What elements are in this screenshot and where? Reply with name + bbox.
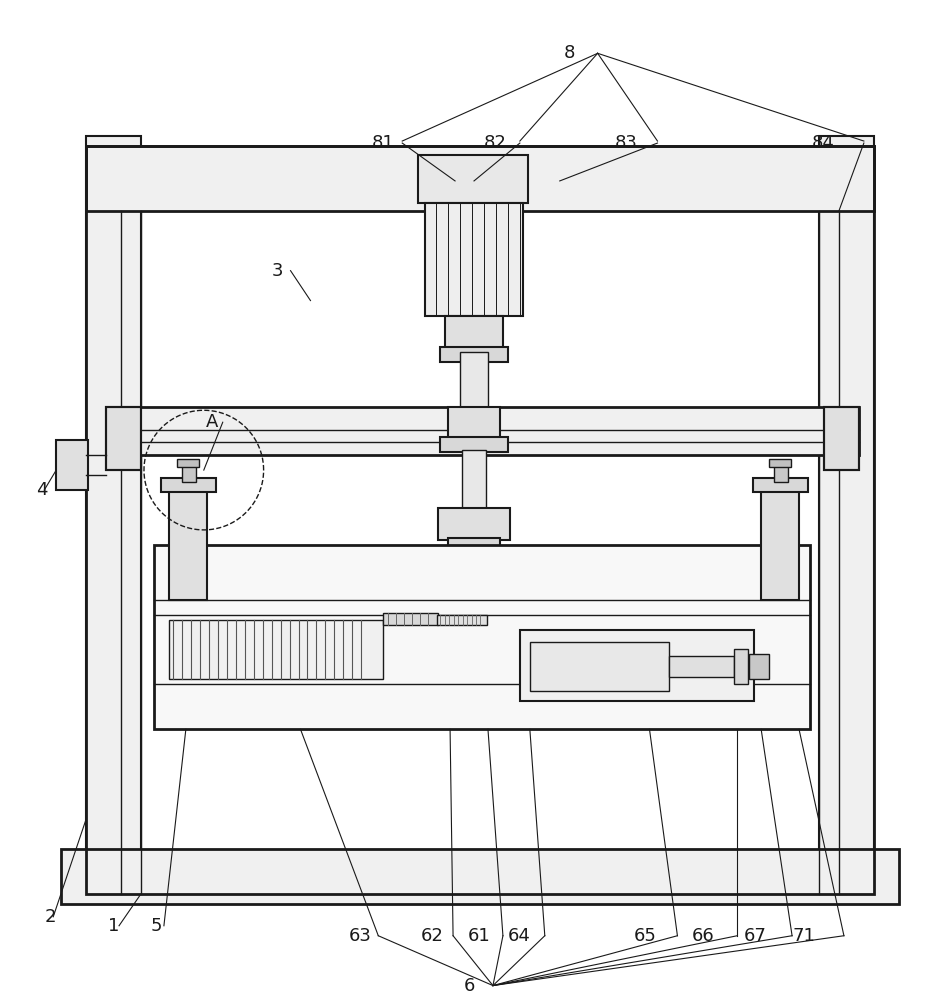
Text: 65: 65 bbox=[633, 927, 656, 945]
Text: 6: 6 bbox=[464, 977, 475, 995]
Text: 66: 66 bbox=[690, 927, 713, 945]
Bar bbox=[460, 352, 487, 407]
Text: 3: 3 bbox=[271, 262, 283, 280]
Bar bbox=[761, 485, 798, 600]
Bar bbox=[773, 464, 787, 482]
Text: 71: 71 bbox=[792, 927, 815, 945]
Text: 64: 64 bbox=[507, 927, 530, 945]
Bar bbox=[768, 459, 790, 467]
Text: 83: 83 bbox=[615, 134, 638, 152]
Bar bbox=[425, 203, 523, 316]
Bar bbox=[823, 407, 858, 470]
Bar bbox=[61, 849, 898, 904]
Bar bbox=[752, 478, 807, 492]
Bar bbox=[182, 464, 195, 482]
Text: 67: 67 bbox=[743, 927, 765, 945]
Bar bbox=[106, 407, 858, 455]
Bar bbox=[106, 407, 141, 470]
Bar bbox=[56, 440, 88, 490]
Bar bbox=[418, 155, 527, 203]
Text: 8: 8 bbox=[564, 44, 575, 62]
Bar bbox=[733, 649, 747, 684]
Bar bbox=[462, 450, 486, 510]
Bar bbox=[818, 136, 873, 894]
Text: A: A bbox=[206, 413, 218, 431]
Text: 81: 81 bbox=[371, 134, 394, 152]
Bar bbox=[748, 654, 768, 679]
Text: 84: 84 bbox=[811, 134, 834, 152]
Bar bbox=[440, 347, 507, 362]
Text: 4: 4 bbox=[36, 481, 48, 499]
Bar bbox=[437, 615, 486, 625]
Bar bbox=[86, 146, 873, 211]
Bar bbox=[86, 136, 141, 894]
Text: 82: 82 bbox=[484, 134, 506, 152]
Text: 5: 5 bbox=[150, 917, 162, 935]
Bar bbox=[529, 642, 668, 691]
Bar bbox=[154, 545, 809, 729]
Bar bbox=[668, 656, 733, 677]
Bar bbox=[445, 316, 503, 350]
Text: 2: 2 bbox=[45, 908, 56, 926]
Bar bbox=[169, 620, 383, 679]
Bar bbox=[438, 508, 509, 540]
Text: 62: 62 bbox=[420, 927, 443, 945]
Bar bbox=[447, 538, 500, 560]
Bar bbox=[86, 146, 873, 894]
Bar bbox=[106, 407, 141, 470]
Bar bbox=[447, 407, 500, 440]
Bar bbox=[169, 485, 207, 600]
Text: 1: 1 bbox=[108, 917, 119, 935]
Text: 61: 61 bbox=[467, 927, 490, 945]
Bar bbox=[440, 437, 507, 452]
Bar bbox=[460, 557, 487, 575]
Bar bbox=[177, 459, 199, 467]
Bar bbox=[161, 478, 215, 492]
Text: 63: 63 bbox=[348, 927, 371, 945]
Bar bbox=[823, 407, 858, 470]
Bar bbox=[383, 613, 438, 625]
Bar bbox=[520, 630, 753, 701]
